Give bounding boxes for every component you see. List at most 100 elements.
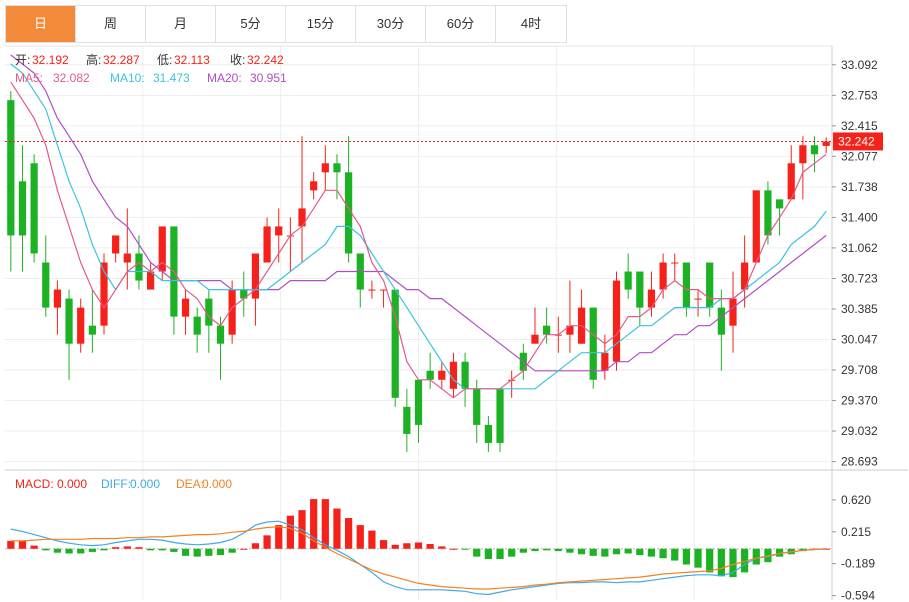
- candle-body: [589, 307, 597, 380]
- macd-bar: [100, 548, 108, 551]
- diff-label: DIFF:: [101, 477, 131, 491]
- macd-bar: [647, 548, 656, 557]
- y-tick-label: 31.062: [841, 241, 878, 255]
- y-tick-label: 30.723: [841, 271, 878, 285]
- tab-5[interactable]: 30分: [356, 6, 426, 42]
- candle-body: [263, 226, 271, 263]
- candle-body: [391, 289, 399, 398]
- macd-bar: [741, 548, 749, 573]
- macd-bar: [345, 518, 353, 549]
- macd-bar: [589, 548, 597, 556]
- macd-bar: [461, 548, 469, 550]
- macd-bar: [356, 525, 364, 549]
- candle-body: [461, 361, 469, 389]
- low-value: 32.113: [174, 53, 210, 67]
- y-tick-label: 29.370: [841, 394, 878, 408]
- dea-line: [10, 526, 827, 590]
- candle-body: [775, 199, 784, 209]
- close-value: 32.242: [247, 53, 284, 67]
- candle-body: [100, 262, 108, 326]
- dea-label: DEA:: [176, 477, 204, 491]
- candle-body: [601, 352, 609, 371]
- candle-body: [799, 145, 807, 164]
- macd-bar: [775, 548, 784, 557]
- ma20-line: [10, 54, 827, 372]
- candle-body: [42, 262, 50, 308]
- tab-4[interactable]: 15分: [286, 6, 356, 42]
- candle-body: [53, 289, 62, 308]
- candle-body: [543, 325, 551, 335]
- y-tick-label: 33.092: [841, 58, 878, 72]
- macd-bar: [263, 535, 271, 549]
- tab-1[interactable]: 周: [76, 6, 146, 42]
- candle-body: [18, 181, 27, 236]
- candle-body: [752, 190, 760, 263]
- macd-bar: [729, 548, 737, 578]
- candle-body: [251, 253, 260, 299]
- candle-body: [612, 280, 621, 362]
- macd-bar: [123, 546, 131, 549]
- dea-value: 0.000: [202, 477, 232, 491]
- candle-body: [810, 145, 819, 155]
- candle-body: [636, 271, 644, 308]
- macd-bar: [158, 548, 166, 551]
- macd-bar: [193, 548, 201, 557]
- candle-body: [298, 208, 306, 227]
- candle-body: [310, 181, 318, 191]
- y-tick-label: 32.753: [841, 88, 878, 102]
- y-tick-label: 29.708: [841, 363, 878, 377]
- macd-bar: [496, 548, 504, 560]
- macd-bar: [671, 548, 679, 561]
- candle-body: [112, 235, 120, 254]
- tab-6[interactable]: 60分: [426, 6, 496, 42]
- macd-bar: [333, 508, 341, 549]
- macd-bar: [438, 546, 446, 549]
- candle-body: [438, 370, 446, 380]
- macd-bar: [659, 548, 667, 559]
- tab-0[interactable]: 日: [6, 6, 76, 42]
- macd-bar: [135, 547, 143, 549]
- candle-body: [30, 163, 38, 254]
- ma10-line: [10, 63, 827, 390]
- macd-bar: [717, 548, 725, 577]
- macd-bar: [30, 545, 38, 549]
- y-tick-label: 31.738: [841, 180, 878, 194]
- macd-label: MACD:: [15, 477, 54, 491]
- macd-bar: [682, 548, 691, 565]
- candle-body: [146, 271, 155, 290]
- candle-body: [181, 298, 190, 317]
- macd-bar: [414, 542, 423, 549]
- candle-body: [706, 262, 714, 308]
- macd-bar: [612, 548, 621, 555]
- macd-bar: [228, 548, 236, 553]
- macd-bar: [181, 548, 190, 556]
- high-value: 32.287: [103, 53, 140, 67]
- candle-body: [368, 289, 376, 291]
- tab-3[interactable]: 5分: [216, 6, 286, 42]
- candle-body: [647, 289, 656, 308]
- macd-bar: [170, 548, 178, 552]
- candle-body: [787, 163, 795, 200]
- macd-bar: [7, 540, 15, 549]
- candle-body: [822, 141, 830, 146]
- macd-bar: [379, 540, 388, 549]
- y-tick-label: 28.693: [841, 455, 878, 469]
- open-label: 开:: [15, 53, 30, 67]
- tab-7[interactable]: 4时: [520, 16, 542, 31]
- low-label: 低:: [157, 53, 172, 67]
- tab-2[interactable]: 月: [146, 6, 216, 42]
- macd-bar: [53, 548, 62, 553]
- candle-body: [449, 361, 458, 389]
- macd-bar: [566, 548, 574, 553]
- macd-bar: [216, 548, 225, 556]
- macd-bar: [205, 548, 213, 556]
- y-tick-label: 32.077: [841, 149, 878, 163]
- candle-body: [7, 100, 15, 236]
- ma20-label: MA20:: [207, 71, 242, 85]
- candle-body: [764, 190, 772, 236]
- candle-body: [379, 289, 388, 291]
- candle-body: [275, 226, 283, 236]
- macd-bar: [286, 515, 294, 549]
- candle-body: [403, 406, 411, 434]
- macd-bar: [706, 548, 714, 573]
